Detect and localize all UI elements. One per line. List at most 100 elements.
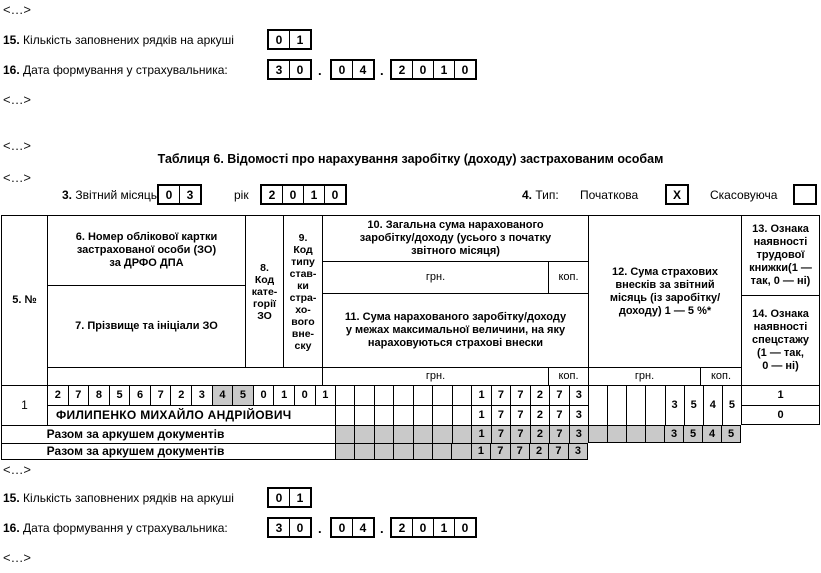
digit-cell: 7 [490,386,511,405]
digit-cell: 7 [509,444,529,459]
digit-cell: X [672,187,681,202]
digit-cell [373,386,394,405]
digit-cell: 0 [454,61,475,78]
header-grn-12: грн. [588,367,700,385]
header-cell-6: 6. Номер облікової картки застрахованої … [47,215,245,285]
digit-cell [626,426,645,442]
field-13-flag-cell: 1 [741,385,820,405]
field-15-label: 15. Кількість заповнених рядків на аркуш… [3,491,234,505]
field-4-text: Тип: [535,188,559,202]
field-16-text: Дата формування у страхувальника: [23,63,228,77]
field-15-number: 15. [3,33,20,47]
year-label: рік [234,188,249,202]
field-3-text: Звітний місяць [75,188,158,202]
ellipsis-marker: <...> [3,462,32,477]
digit-cell: 2 [398,520,406,535]
digit-cell: 5 [232,386,253,405]
header-cell-14: 14. Ознака наявності спецстажу (1 — так,… [741,295,820,385]
digit-cell [607,386,627,425]
digit-cell: 7 [490,406,511,425]
digit-cell: 8 [88,386,109,405]
date-dot-separator: . [380,63,384,78]
digit-cell [412,426,433,443]
digit-cell: 1 [471,386,491,405]
field-4-label: 4. Тип: [522,188,559,202]
digit-cell: 1 [289,31,310,48]
digit-cell [354,426,374,443]
digit-cell: 6 [129,386,150,405]
digit-cell [412,406,433,425]
digit-cell: 3 [567,444,588,459]
digit-cell [432,426,452,443]
digit-cell: 4 [702,426,721,442]
digit-cell: 0 [412,519,433,536]
field-16-text: Дата формування у страхувальника: [23,521,228,535]
digit-cell [336,386,355,405]
field-16-number: 16. [3,521,20,535]
insured-person-name: ФИЛИПЕНКО МИХАЙЛО АНДРІЙОВИЧ [47,405,335,425]
digit-cell: 2 [170,386,192,405]
digit-cell [432,386,452,405]
digit-cell [412,386,433,405]
digit-cell: 4 [352,519,373,536]
digit-cell: 1 [289,489,310,506]
digit-cell: 3 [568,406,589,425]
field-15-number: 15. [3,491,20,505]
header-kop-10: коп. [548,261,588,293]
field-16-number: 16. [3,63,20,77]
digit-cell: 1 [471,426,491,443]
digit-cell [451,406,472,425]
digit-cell: 3 [179,186,200,203]
header-cell-12: 12. Сума страхових внесків за звітний мі… [588,215,741,367]
digit-cell: 0 [165,187,173,202]
header-grn-11: грн. [322,367,548,385]
ellipsis-marker: <...> [3,92,32,107]
digit-cell: 0 [275,490,283,505]
digit-cell [451,386,472,405]
digit-cell: 7 [510,406,530,425]
digit-cell: 0 [338,520,346,535]
digit-cell [336,426,355,443]
digit-cell [431,444,452,459]
digit-cell: 0 [289,519,310,536]
digit-cell: 7 [149,386,171,405]
digit-cell: 4 [702,386,722,425]
ellipsis-marker: <...> [3,2,32,17]
digit-cell [626,386,646,425]
digit-cell [795,186,815,203]
digit-cell [645,426,664,442]
digit-cell: 1 [471,406,491,425]
header-cell-9: 9. Код типу став- ки стра- хо- вого вне-… [283,215,322,367]
ellipsis-marker: <...> [3,170,32,185]
date-dot-separator: . [380,521,384,536]
digit-cell [607,426,626,442]
digit-cell: 0 [275,32,283,47]
field-3-number: 3. [62,188,73,202]
digit-cell [354,406,374,425]
ellipsis-marker: <...> [3,550,32,565]
digit-cell: 5 [721,426,740,442]
field-16-label: 16. Дата формування у страхувальника: [3,521,228,535]
type-initial-checkbox: X [665,184,689,205]
digit-cell: 7 [490,426,511,443]
digit-cell: 7 [548,444,568,459]
digit-cell [451,426,472,443]
field-16-label: 16. Дата формування у страхувальника: [3,63,228,77]
digit-cell [589,386,608,425]
digit-cell [451,444,471,459]
digit-cell: 0 [293,386,315,405]
header-cell-13: 13. Ознака наявності трудової книжки(1 —… [741,215,820,295]
digit-cell: 7 [490,444,510,459]
digit-cell: 0 [282,186,303,203]
digit-cell [373,426,394,443]
